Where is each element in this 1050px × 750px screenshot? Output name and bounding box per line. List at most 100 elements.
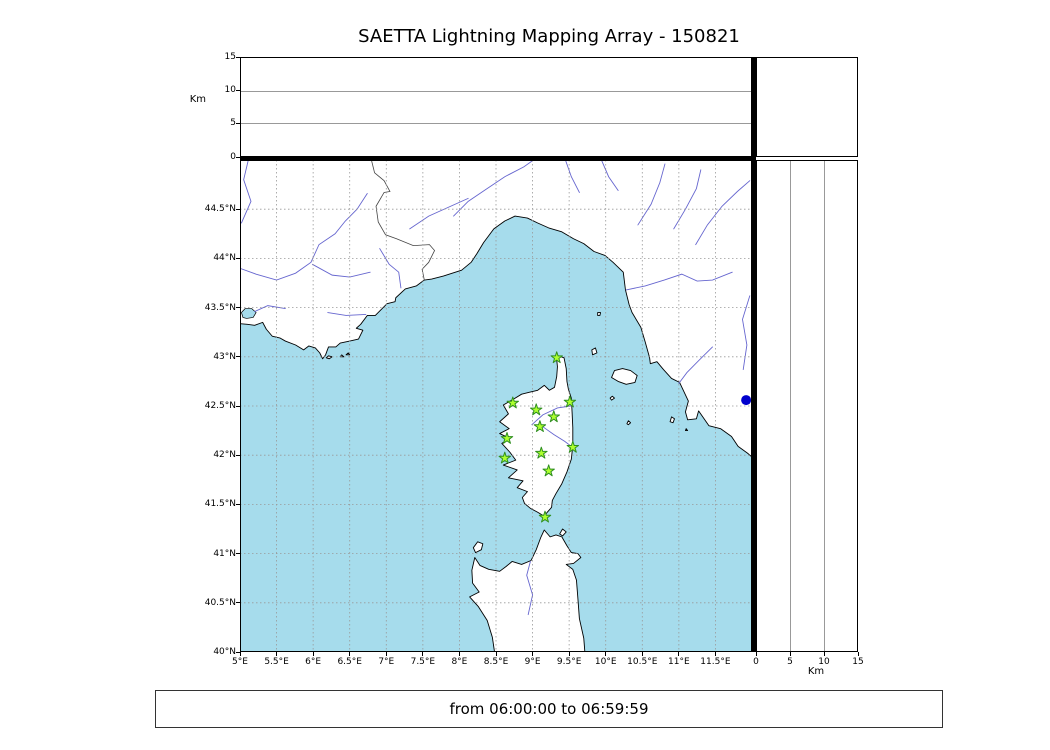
latitude-tick-label: 44°N bbox=[213, 253, 236, 264]
altitude-tick-label: 5 bbox=[230, 118, 236, 129]
landmass-coastline bbox=[346, 353, 350, 355]
altitude-gridline bbox=[823, 161, 825, 651]
river bbox=[240, 193, 367, 280]
landmass-coastline bbox=[560, 529, 567, 536]
longitude-tick-label: 11.5°E bbox=[700, 657, 731, 667]
tick-mark bbox=[641, 652, 643, 656]
river bbox=[742, 296, 749, 370]
longitude-tick-label: 6.5°E bbox=[337, 657, 362, 667]
longitude-tick-label: 9°E bbox=[524, 657, 541, 667]
latitude-tick-label: 43.5°N bbox=[204, 302, 236, 313]
landmass-coastline bbox=[473, 542, 483, 553]
river bbox=[255, 306, 286, 312]
reference-point-dot bbox=[741, 395, 752, 406]
landmass-coastline bbox=[627, 421, 631, 425]
lma-station-marker bbox=[566, 440, 579, 453]
altitude-longitude-panel bbox=[240, 57, 752, 157]
panel-divider-vertical bbox=[751, 57, 756, 652]
tick-mark bbox=[349, 652, 351, 656]
latitude-tick-label: 43°N bbox=[213, 351, 236, 362]
lma-station-marker bbox=[538, 510, 552, 523]
river bbox=[674, 170, 701, 229]
geography-layer bbox=[240, 160, 752, 652]
map-panel bbox=[240, 160, 752, 652]
tick-mark bbox=[312, 652, 314, 656]
lma-station-marker bbox=[498, 451, 511, 464]
tick-mark bbox=[857, 652, 859, 656]
lma-station-marker bbox=[535, 446, 548, 459]
river bbox=[601, 160, 619, 191]
longitude-tick-label: 7°E bbox=[378, 657, 395, 667]
river bbox=[312, 264, 370, 277]
lma-station-marker bbox=[530, 403, 543, 416]
altitude-tick-label: 0 bbox=[753, 657, 759, 667]
tick-mark bbox=[276, 652, 278, 656]
lma-station-marker bbox=[500, 432, 514, 444]
landmass-coastline bbox=[240, 160, 752, 460]
latitude-tick-label: 40°N bbox=[213, 647, 236, 657]
tick-mark bbox=[239, 652, 241, 656]
landmass-coastline bbox=[610, 396, 614, 400]
river bbox=[541, 426, 571, 447]
tick-mark bbox=[495, 652, 497, 656]
time-range-box: from 06:00:00 to 06:59:59 bbox=[155, 690, 943, 728]
time-range-text: from 06:00:00 to 06:59:59 bbox=[449, 700, 649, 718]
tick-mark bbox=[823, 652, 825, 656]
river bbox=[532, 406, 571, 425]
landmass-coastline bbox=[500, 356, 573, 516]
figure-title: SAETTA Lightning Mapping Array - 150821 bbox=[358, 26, 740, 47]
landmass-coastline bbox=[670, 417, 674, 423]
longitude-tick-label: 10.5°E bbox=[627, 657, 658, 667]
river bbox=[454, 160, 537, 216]
tick-mark bbox=[678, 652, 680, 656]
tick-mark bbox=[458, 652, 460, 656]
longitude-tick-label: 8.5°E bbox=[483, 657, 509, 667]
longitude-tick-label: 5.5°E bbox=[264, 657, 289, 667]
altitude-tick-label: 15 bbox=[224, 51, 236, 62]
landmass-coastline bbox=[598, 313, 601, 316]
lma-station-marker bbox=[547, 410, 560, 423]
lma-station-marker bbox=[542, 464, 555, 477]
tick-mark bbox=[789, 652, 791, 656]
lagoon bbox=[241, 309, 256, 319]
tick-mark bbox=[568, 652, 570, 656]
latitude-tick-label: 44.5°N bbox=[204, 204, 236, 215]
lma-station-marker bbox=[533, 420, 547, 432]
river bbox=[410, 198, 469, 229]
altitude-histogram-panel bbox=[756, 57, 858, 157]
longitude-tick-label: 7.5°E bbox=[410, 657, 436, 667]
longitude-tick-label: 11°E bbox=[668, 657, 690, 667]
river bbox=[638, 164, 665, 225]
river bbox=[626, 272, 732, 290]
latitude-tick-label: 42.5°N bbox=[204, 401, 236, 411]
longitude-tick-label: 10°E bbox=[594, 657, 617, 667]
map-canvas bbox=[240, 160, 752, 652]
river bbox=[696, 181, 750, 245]
river bbox=[380, 249, 401, 288]
tick-mark bbox=[605, 652, 607, 656]
river bbox=[328, 313, 366, 316]
longitude-tick-label: 8°E bbox=[451, 657, 468, 667]
landmass-coastline bbox=[612, 369, 638, 385]
landmass-coastline bbox=[592, 348, 597, 355]
altitude-gridline bbox=[241, 90, 751, 92]
river bbox=[527, 561, 533, 614]
panel-divider-horizontal bbox=[240, 157, 756, 161]
tick-mark bbox=[385, 652, 387, 656]
altitude-gridline bbox=[790, 161, 792, 651]
landmass-coastline bbox=[685, 429, 687, 431]
longitude-tick-label: 5°E bbox=[232, 657, 248, 667]
river bbox=[679, 347, 713, 383]
tick-mark bbox=[532, 652, 534, 656]
altitude-gridline bbox=[241, 123, 751, 125]
river bbox=[565, 160, 580, 192]
altitude-latitude-panel bbox=[756, 160, 858, 652]
landmass-coastline bbox=[340, 355, 344, 357]
lma-station-marker bbox=[563, 395, 577, 408]
latitude-tick-label: 42°N bbox=[213, 450, 236, 461]
landmass-coastline bbox=[470, 530, 586, 652]
longitude-tick-label: 6°E bbox=[305, 657, 322, 667]
latitude-tick-label: 40.5°N bbox=[204, 597, 236, 608]
altitude-tick-label: 10 bbox=[224, 84, 236, 95]
